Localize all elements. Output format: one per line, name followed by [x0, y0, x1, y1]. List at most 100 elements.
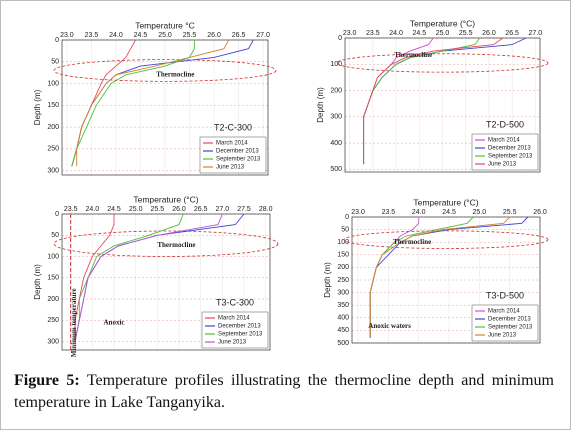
y-tick-label: 50	[341, 226, 349, 233]
legend-label: June 2013	[488, 333, 517, 339]
legend-label: March 2014	[488, 309, 520, 315]
legend-label: September 2013	[218, 332, 263, 338]
y-tick-label: 150	[47, 102, 59, 109]
y-axis-title: Depth (m)	[33, 89, 42, 125]
y-axis-title: Depth (m)	[33, 264, 42, 300]
y-tick-label: 250	[337, 277, 349, 284]
panel-label: T3-D-500	[486, 290, 524, 300]
y-axis-title: Depth (m)	[316, 87, 325, 123]
legend-label: September 2013	[216, 157, 261, 163]
annotation: Thermocline	[394, 51, 432, 59]
thermocline-band	[336, 53, 549, 73]
profile-line	[369, 216, 474, 338]
x-tick-label: 27.0	[529, 30, 543, 37]
x-tick-label: 23.5	[85, 32, 99, 39]
annotation: Thermocline	[393, 238, 431, 246]
y-tick-label: 100	[47, 80, 59, 87]
legend-label: September 2013	[488, 325, 533, 331]
y-tick-label: 50	[51, 59, 59, 66]
profile-line	[363, 37, 504, 165]
x-tick-label: 23.5	[382, 209, 396, 216]
profile-line	[71, 39, 136, 167]
x-tick-label: 26.0	[207, 32, 221, 39]
profile-line	[369, 216, 511, 338]
x-axis-title: Temperature (°C)	[133, 194, 198, 204]
y-tick-label: 200	[47, 296, 59, 303]
x-axis-title: Temperature (°C)	[410, 18, 475, 28]
y-tick-label: 450	[337, 327, 349, 334]
x-tick-label: 24.5	[134, 32, 148, 39]
caption-text: Temperature profiles illustrating the th…	[14, 372, 555, 411]
annotation: Anoxic waters	[368, 322, 411, 330]
y-tick-label: 0	[55, 211, 59, 218]
x-tick-label: 27.0	[216, 206, 230, 213]
x-tick-label: 26.5	[505, 30, 519, 37]
y-tick-label: 150	[47, 275, 59, 282]
x-tick-label: 28.0	[259, 206, 273, 213]
y-tick-label: 250	[47, 317, 59, 324]
legend-label: December 2013	[216, 149, 259, 155]
x-tick-label: 25.5	[151, 206, 165, 213]
x-tick-label: 24.0	[109, 32, 123, 39]
x-tick-label: 23.0	[60, 32, 74, 39]
x-tick-label: 24.5	[442, 209, 456, 216]
y-tick-label: 200	[47, 124, 59, 131]
plot-frame	[61, 39, 269, 176]
legend-label: June 2013	[218, 340, 247, 346]
x-tick-label: 26.0	[172, 206, 186, 213]
profile-line	[76, 39, 230, 167]
x-tick-label: 24.0	[86, 206, 100, 213]
caption: Figure 5: Temperature profiles illustrat…	[14, 370, 554, 414]
y-tick-label: 300	[337, 289, 349, 296]
profile-line	[74, 213, 184, 342]
y-tick-label: 400	[330, 140, 342, 147]
x-tick-label: 23.5	[366, 30, 380, 37]
x-tick-label: 27.0	[256, 32, 270, 39]
annotation: Anoxic	[104, 318, 125, 326]
panel-label: T2-C-300	[214, 122, 252, 132]
legend-label: December 2013	[218, 324, 261, 330]
y-tick-label: 100	[330, 61, 342, 68]
x-tick-label: 25.0	[158, 32, 172, 39]
legend-label: June 2013	[216, 165, 245, 171]
x-tick-label: 26.5	[194, 206, 208, 213]
profile-line	[71, 40, 195, 167]
y-tick-label: 100	[47, 253, 59, 260]
y-tick-label: 400	[337, 315, 349, 322]
x-tick-label: 24.0	[412, 209, 426, 216]
y-tick-label: 500	[337, 340, 349, 347]
x-tick-label: 24.5	[107, 206, 121, 213]
annotation: Minimum temperature	[70, 288, 78, 357]
plot-frame	[351, 216, 541, 344]
legend-label: March 2014	[218, 316, 250, 322]
x-tick-label: 25.0	[129, 206, 143, 213]
x-tick-label: 26.0	[482, 30, 496, 37]
thermocline-band	[53, 59, 277, 82]
profile-line	[74, 214, 115, 342]
annotation: Thermocline	[157, 241, 195, 249]
x-tick-label: 25.5	[183, 32, 197, 39]
x-tick-label: 25.5	[503, 209, 517, 216]
caption-label: Figure 5:	[14, 372, 80, 389]
y-tick-label: 100	[337, 239, 349, 246]
x-tick-label: 25.0	[436, 30, 450, 37]
legend-label: December 2013	[488, 317, 531, 323]
legend-label: March 2014	[216, 141, 248, 147]
x-axis-title: Temperature °C	[135, 20, 195, 30]
x-tick-label: 26.0	[533, 209, 547, 216]
y-axis-title: Depth (m)	[323, 262, 332, 298]
plot-frame	[344, 37, 541, 173]
x-tick-label: 25.5	[459, 30, 473, 37]
y-tick-label: 300	[330, 114, 342, 121]
y-tick-label: 150	[337, 252, 349, 259]
x-tick-label: 26.5	[232, 32, 246, 39]
panel-label: T3-C-300	[216, 297, 254, 307]
y-tick-label: 300	[47, 167, 59, 174]
y-tick-label: 350	[337, 302, 349, 309]
x-tick-label: 25.0	[473, 209, 487, 216]
x-axis-title: Temperature (°C)	[413, 197, 478, 207]
y-tick-label: 50	[51, 232, 59, 239]
x-tick-label: 24.5	[412, 30, 426, 37]
